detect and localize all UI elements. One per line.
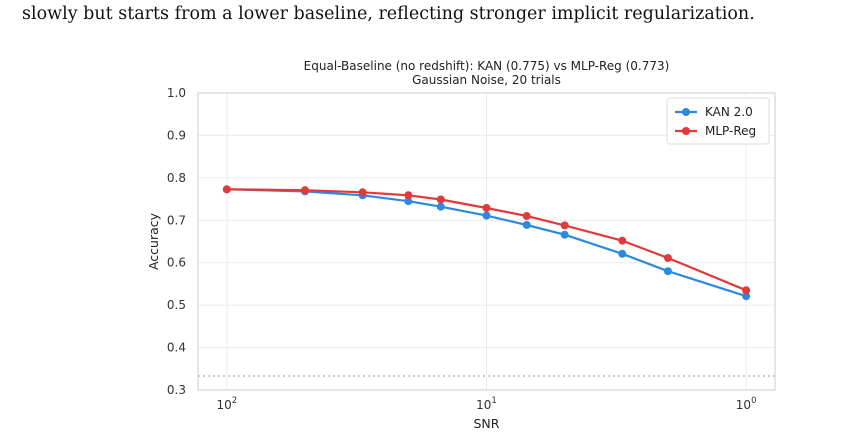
legend-marker-kan-2-0 bbox=[682, 108, 690, 116]
kan-2-0-point bbox=[436, 202, 445, 211]
y-tick-label: 0.9 bbox=[167, 128, 186, 142]
mlp-reg-point bbox=[404, 191, 413, 200]
chart-title: Equal-Baseline (no redshift): KAN (0.775… bbox=[304, 59, 670, 73]
mlp-reg-point bbox=[663, 254, 672, 263]
y-tick-label: 0.4 bbox=[167, 341, 186, 355]
kan-2-0-point bbox=[742, 292, 751, 301]
y-axis-label: Accuracy bbox=[146, 212, 161, 270]
y-tick-label: 0.7 bbox=[167, 213, 186, 227]
mlp-reg-point bbox=[482, 203, 491, 212]
x-axis-label: SNR bbox=[474, 416, 500, 431]
legend-marker-mlp-reg bbox=[682, 127, 690, 135]
y-tick-label: 0.6 bbox=[167, 256, 186, 270]
x-tick-label: 100 bbox=[736, 396, 757, 412]
y-ticks: 0.3 0.4 0.5 0.6 0.7 0.8 0.9 1.0 bbox=[167, 86, 186, 397]
legend-label-mlp-reg: MLP-Reg bbox=[705, 124, 756, 138]
mlp-reg-point bbox=[618, 236, 627, 245]
legend-box bbox=[666, 97, 770, 145]
mlp-reg-point bbox=[522, 212, 531, 221]
x-ticks: 102 101 100 bbox=[216, 396, 756, 412]
x-tick-label: 101 bbox=[476, 396, 497, 412]
x-tick-label: 102 bbox=[216, 396, 237, 412]
mlp-reg-point bbox=[222, 185, 231, 194]
kan-2-0-point bbox=[618, 249, 627, 258]
legend: KAN 2.0 MLP-Reg bbox=[666, 97, 770, 145]
plot-frame bbox=[197, 92, 776, 391]
series-layer bbox=[222, 185, 751, 301]
kan-2-0-point bbox=[560, 230, 569, 239]
kan-2-0-point bbox=[663, 267, 672, 276]
kan-2-0-point bbox=[404, 197, 413, 206]
kan-2-0-point bbox=[522, 220, 531, 229]
mlp-reg-point bbox=[436, 195, 445, 204]
y-tick-label: 0.3 bbox=[167, 383, 186, 397]
mlp-reg-point bbox=[742, 286, 751, 295]
legend-label-kan-2-0: KAN 2.0 bbox=[705, 105, 753, 119]
mlp-reg-point bbox=[301, 186, 310, 195]
mlp-reg-point bbox=[560, 221, 569, 230]
kan-2-0-point bbox=[482, 211, 491, 220]
y-tick-label: 0.5 bbox=[167, 298, 186, 312]
chart-subtitle: Gaussian Noise, 20 trials bbox=[412, 73, 561, 87]
y-tick-label: 0.8 bbox=[167, 171, 186, 185]
paper-text-line: slowly but starts from a lower baseline,… bbox=[22, 4, 755, 24]
mlp-reg-point bbox=[358, 188, 367, 197]
y-tick-label: 1.0 bbox=[167, 86, 186, 100]
